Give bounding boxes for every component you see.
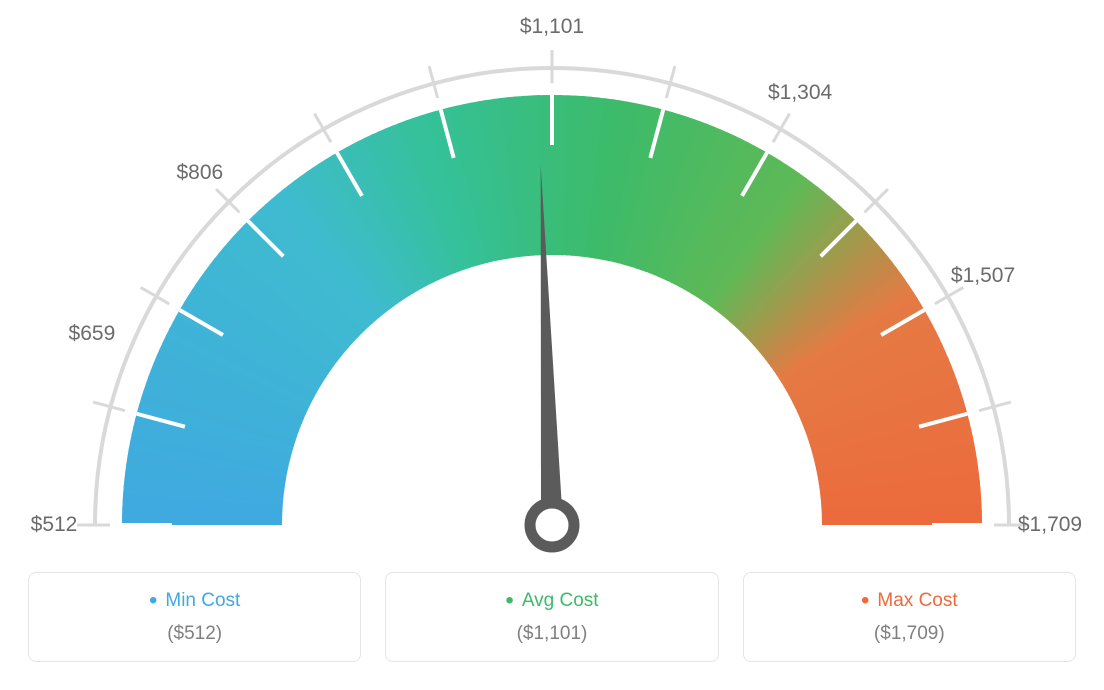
legend-card-avg: Avg Cost ($1,101) bbox=[385, 572, 718, 662]
scale-label: $806 bbox=[177, 161, 224, 185]
legend-value-min: ($512) bbox=[29, 623, 360, 645]
legend-value-max: ($1,709) bbox=[744, 623, 1075, 645]
scale-label: $1,709 bbox=[1018, 513, 1082, 537]
gauge-svg bbox=[0, 0, 1104, 560]
legend-title-max: Max Cost bbox=[744, 587, 1075, 615]
gauge-chart-container: $512 $659 $806 $1,101 $1,304 $1,507 $1,709 Min… bbox=[0, 0, 1104, 690]
legend-title-avg: Avg Cost bbox=[386, 587, 717, 615]
scale-label: $1,101 bbox=[520, 15, 584, 39]
legend-title-min: Min Cost bbox=[29, 587, 360, 615]
legend-card-min: Min Cost ($512) bbox=[28, 572, 361, 662]
scale-label: $659 bbox=[69, 322, 116, 346]
gauge-area: $512 $659 $806 $1,101 $1,304 $1,507 $1,709 bbox=[0, 0, 1104, 560]
scale-label: $1,507 bbox=[951, 264, 1015, 288]
legend-row: Min Cost ($512) Avg Cost ($1,101) Max Co… bbox=[28, 572, 1076, 662]
scale-label: $512 bbox=[31, 513, 78, 537]
legend-card-max: Max Cost ($1,709) bbox=[743, 572, 1076, 662]
legend-value-avg: ($1,101) bbox=[386, 623, 717, 645]
scale-label: $1,304 bbox=[768, 81, 832, 105]
